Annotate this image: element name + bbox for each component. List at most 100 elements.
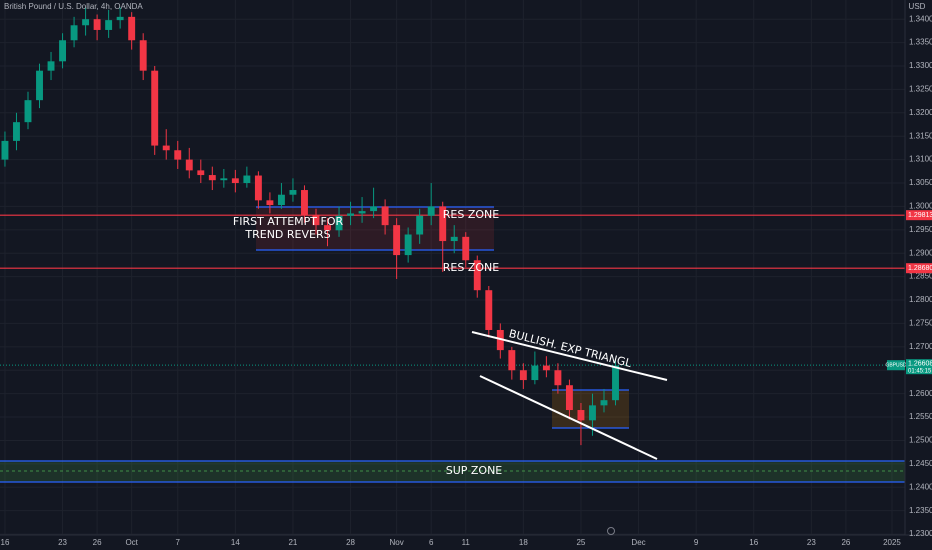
candle-body: [370, 206, 378, 212]
candle-body: [577, 410, 585, 421]
x-tick-label: 7: [176, 538, 181, 547]
x-tick-label: 11: [462, 538, 471, 547]
candle-body: [24, 100, 32, 123]
price-line-tag: [906, 210, 932, 221]
candle-body: [347, 213, 355, 216]
y-tick-label: 1.31500: [909, 131, 932, 140]
candle-body: [554, 370, 562, 386]
candle-body: [70, 25, 78, 41]
x-tick-label: 18: [519, 538, 528, 547]
y-tick-label: 1.33500: [909, 38, 932, 47]
y-tick-label: 1.24500: [909, 459, 932, 468]
x-tick-label: 23: [807, 538, 816, 547]
candle-body: [1, 140, 9, 160]
candle-body: [600, 400, 608, 406]
y-tick-label: 1.29000: [909, 248, 932, 257]
y-tick-label: 1.30500: [909, 178, 932, 187]
x-tick-label: 25: [576, 538, 585, 547]
candle-body: [427, 206, 435, 216]
price-axis: [905, 0, 932, 550]
candle-body: [139, 40, 147, 71]
x-tick-label: 26: [93, 538, 102, 547]
y-tick-label: 1.31000: [909, 155, 932, 164]
candles: [1, 7, 619, 446]
candle-body: [47, 61, 55, 71]
candle-body: [531, 365, 539, 381]
y-tick-label: 1.34000: [909, 14, 932, 23]
y-tick-label: 1.27500: [909, 319, 932, 328]
candle-body: [589, 405, 596, 421]
icon: [607, 527, 615, 535]
x-tick-label: 6: [429, 538, 434, 547]
candle-body: [508, 350, 516, 371]
chart-title: British Pound / U.S. Dollar, 4h, OANDA: [4, 2, 143, 11]
y-tick-label: 1.23500: [909, 506, 932, 515]
x-tick-label: 26: [841, 538, 850, 547]
candle-body: [485, 290, 493, 330]
candle-body: [312, 215, 320, 226]
x-tick-label: 16: [749, 538, 758, 547]
axis-labels: 1.23000 1.23500 1.24000 1.24500 1.25000 1.255…: [1, 14, 932, 547]
candle-body: [128, 16, 136, 41]
candle-body: [185, 159, 193, 171]
candle-body: [519, 370, 527, 381]
y-tick-label: 1.23000: [909, 529, 932, 538]
candle-body: [13, 122, 20, 141]
candle-body: [277, 194, 285, 206]
time-axis: [0, 535, 932, 550]
candle-body: [254, 175, 262, 201]
x-tick-label: 14: [231, 538, 240, 547]
price-lines: [0, 214, 905, 366]
y-tick-label: 1.25500: [909, 412, 932, 421]
candle-body: [439, 206, 447, 242]
candle-body: [462, 236, 470, 261]
y-tick-label: 1.29500: [909, 225, 932, 234]
grid: [0, 0, 905, 535]
last-price-label: 1.26608: [908, 361, 932, 368]
candle-body: [565, 385, 573, 411]
x-tick-label: 21: [288, 538, 297, 547]
price-line-label: 1.29813: [908, 212, 932, 219]
candle-body: [289, 190, 297, 195]
candle-body: [82, 19, 90, 26]
candle-body: [404, 234, 412, 256]
candle-body: [243, 175, 251, 184]
symbol-tag: [887, 360, 905, 371]
countdown-label: 01:45:15: [908, 368, 932, 374]
candle-body: [358, 211, 366, 214]
annotation: RES ZONE: [443, 261, 499, 274]
x-tick-label: 23: [58, 538, 67, 547]
annotation: TREND REVERS: [244, 228, 330, 241]
annotation: RES ZONE: [443, 208, 499, 221]
y-tick-label: 1.26000: [909, 389, 932, 398]
candle-body: [174, 150, 182, 160]
candle-body: [231, 178, 239, 184]
candle-body: [496, 329, 504, 351]
currency: USD: [909, 2, 926, 11]
candle-body: [324, 225, 331, 231]
candle-body: [197, 170, 205, 176]
sup-zone-box: [0, 461, 905, 482]
symbol-label: GBPUSD: [885, 363, 907, 369]
candle-body: [59, 40, 67, 62]
x-tick-label: 2025: [883, 538, 901, 547]
price-line-label: 1.28680: [908, 265, 932, 272]
x-tick-label: Oct: [125, 538, 138, 547]
candle-body: [393, 225, 401, 256]
x-tick-label: 16: [1, 538, 10, 547]
candle-body: [473, 260, 481, 291]
candle-body: [301, 190, 308, 216]
y-tick-label: 1.25000: [909, 436, 932, 445]
upper-trendline: [471, 331, 668, 381]
candle-body: [93, 19, 101, 30]
candle-body: [542, 365, 550, 371]
annotation: SUP ZONE: [446, 464, 503, 477]
x-tick-label: 9: [694, 538, 699, 547]
candle-body: [105, 20, 113, 30]
y-tick-label: 1.32000: [909, 108, 932, 117]
y-tick-label: 1.27000: [909, 342, 932, 351]
annotation: FIRST ATTEMPT FOR: [233, 215, 344, 228]
y-tick-label: 1.24000: [909, 482, 932, 491]
price-line-tag: [906, 263, 932, 274]
